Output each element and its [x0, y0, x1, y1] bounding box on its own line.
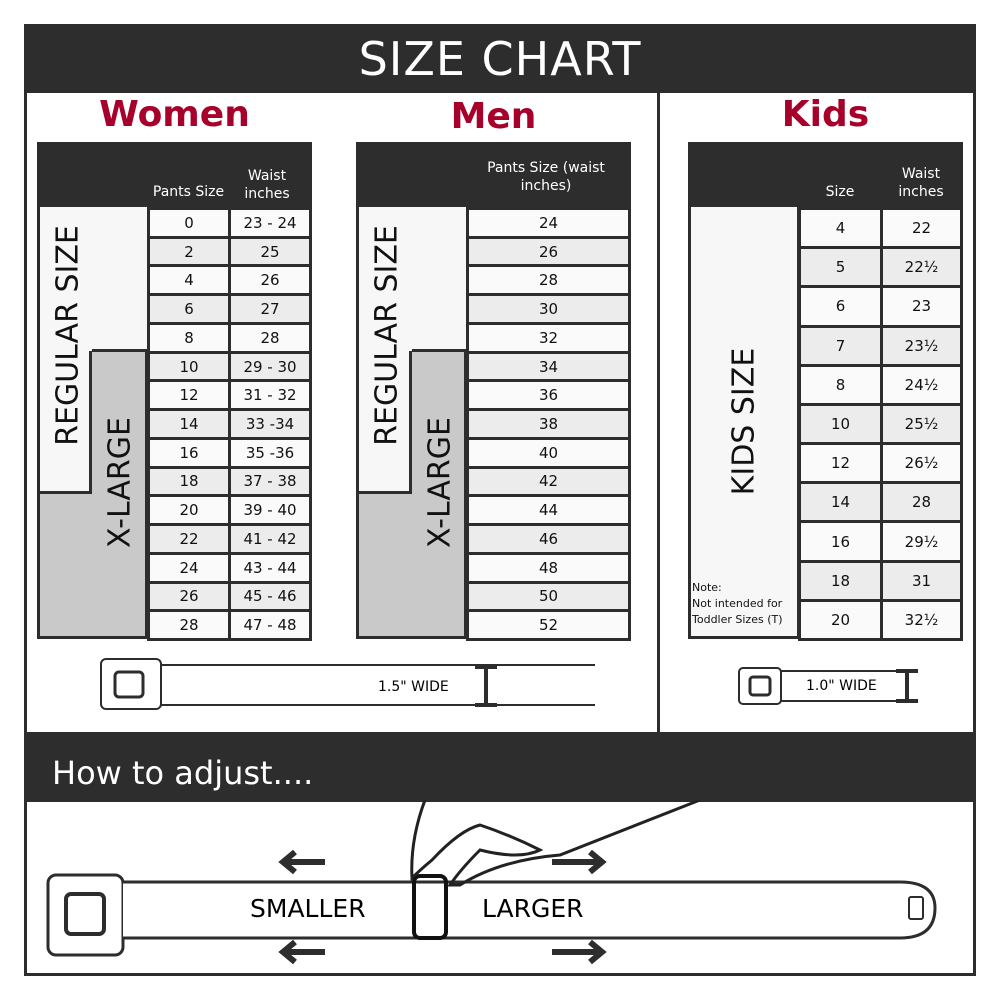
smaller-label: SMALLER [250, 894, 366, 923]
men-size-cell: 26 [466, 235, 631, 268]
kids-waist-cell: 23½ [880, 324, 963, 367]
kids-size-cell: 5 [798, 246, 883, 289]
women-size-cell: 28 [147, 609, 231, 641]
women-size-cell: 26 [147, 580, 231, 613]
men-size-cell: 30 [466, 293, 631, 325]
women-waist-cell: 23 - 24 [228, 207, 312, 239]
women-size-cell: 24 [147, 551, 231, 584]
men-title: Men [450, 96, 537, 137]
kids-header-size: Size [825, 184, 855, 200]
women-size-cell: 0 [147, 207, 231, 239]
kids-size-cell: 8 [798, 363, 883, 406]
kids-size-cell: 6 [798, 285, 883, 328]
women-waist-cell: 25 [228, 235, 312, 268]
women-size-cell: 10 [147, 350, 231, 383]
kids-waist-cell: 24½ [880, 363, 963, 406]
men-size-cell: 44 [466, 494, 631, 527]
men-size-cell: 38 [466, 408, 631, 440]
women-waist-cell: 26 [228, 264, 312, 297]
women-size-cell: 6 [147, 293, 231, 325]
women-waist-cell: 45 - 46 [228, 580, 312, 613]
women-waist-cell: 33 -34 [228, 408, 312, 440]
kids-size-cell: 20 [798, 598, 883, 641]
kids-waist-cell: 25½ [880, 402, 963, 446]
women-size-cell: 12 [147, 379, 231, 412]
kids-title: Kids [781, 94, 870, 135]
kids-waist-cell: 31 [880, 559, 963, 602]
belt-1-0-label: 1.0" WIDE [806, 678, 877, 694]
men-size-cell: 52 [466, 609, 631, 641]
larger-label: LARGER [482, 894, 584, 923]
kids-size-cell: 18 [798, 559, 883, 602]
men-size-cell: 24 [466, 207, 631, 239]
men-size-cell: 50 [466, 580, 631, 613]
men-size-cell: 42 [466, 465, 631, 498]
adjust-title: How to adjust.... [24, 732, 976, 802]
kids-waist-cell: 22½ [880, 246, 963, 289]
women-waist-cell: 27 [228, 293, 312, 325]
kids-waist-cell: 28 [880, 481, 963, 524]
adjust-belt-illustration [46, 800, 937, 965]
men-regular-label: REGULAR SIZE [369, 225, 405, 446]
kids-size-cell: 16 [798, 520, 883, 563]
women-waist-cell: 43 - 44 [228, 551, 312, 584]
kids-note: Note: Not intended for Toddler Sizes (T) [692, 581, 783, 626]
kids-size-cell: 12 [798, 442, 883, 485]
women-waist-cell: 41 - 42 [228, 523, 312, 555]
women-xlarge-label: X-LARGE [102, 417, 138, 548]
women-waist-cell: 31 - 32 [228, 379, 312, 412]
belt-1-5-label: 1.5" WIDE [378, 679, 449, 695]
kids-waist-cell: 32½ [880, 598, 963, 641]
kids-size-label: KIDS SIZE [726, 347, 762, 496]
women-header-pants: Pants Size [152, 184, 225, 200]
kids-label-block [688, 207, 800, 639]
kids-header-waist: Waist inches [898, 166, 944, 200]
women-header: Pants Size Waist inches [37, 142, 312, 207]
women-waist-cell: 28 [228, 321, 312, 354]
women-size-cell: 22 [147, 523, 231, 555]
women-size-cell: 18 [147, 465, 231, 498]
men-regular-block [359, 207, 467, 351]
kids-waist-cell: 22 [880, 207, 963, 250]
men-size-cell: 32 [466, 321, 631, 354]
women-size-cell: 14 [147, 408, 231, 440]
women-size-cell: 8 [147, 321, 231, 354]
women-size-cell: 4 [147, 264, 231, 297]
page-title: SIZE CHART [24, 24, 976, 93]
kids-size-cell: 7 [798, 324, 883, 367]
men-size-cell: 40 [466, 436, 631, 469]
kids-header: Size Waist inches [688, 142, 963, 207]
men-header: Pants Size (waist inches) [356, 142, 631, 207]
men-size-cell: 28 [466, 264, 631, 297]
men-size-cell: 34 [466, 350, 631, 383]
divider [657, 93, 660, 733]
women-waist-cell: 47 - 48 [228, 609, 312, 641]
men-size-cell: 48 [466, 551, 631, 584]
women-size-cell: 16 [147, 436, 231, 469]
women-size-cell: 20 [147, 494, 231, 527]
men-size-cell: 36 [466, 379, 631, 412]
women-waist-cell: 39 - 40 [228, 494, 312, 527]
women-regular-block [40, 207, 148, 351]
belt-1-0-illustration [738, 667, 918, 705]
women-size-cell: 2 [147, 235, 231, 268]
men-header-label: Pants Size (waist inches) [487, 160, 605, 194]
women-regular-label: REGULAR SIZE [50, 225, 86, 446]
kids-waist-cell: 29½ [880, 520, 963, 563]
women-header-waist: Waist inches [244, 168, 290, 202]
kids-waist-cell: 26½ [880, 442, 963, 485]
men-size-cell: 46 [466, 523, 631, 555]
kids-size-cell: 4 [798, 207, 883, 250]
women-waist-cell: 29 - 30 [228, 350, 312, 383]
kids-size-cell: 10 [798, 402, 883, 446]
kids-size-cell: 14 [798, 481, 883, 524]
kids-waist-cell: 23 [880, 285, 963, 328]
women-waist-cell: 35 -36 [228, 436, 312, 469]
belt-1-5-illustration [100, 658, 595, 710]
women-title: Women [99, 94, 250, 135]
women-waist-cell: 37 - 38 [228, 465, 312, 498]
men-xlarge-label: X-LARGE [422, 417, 458, 548]
